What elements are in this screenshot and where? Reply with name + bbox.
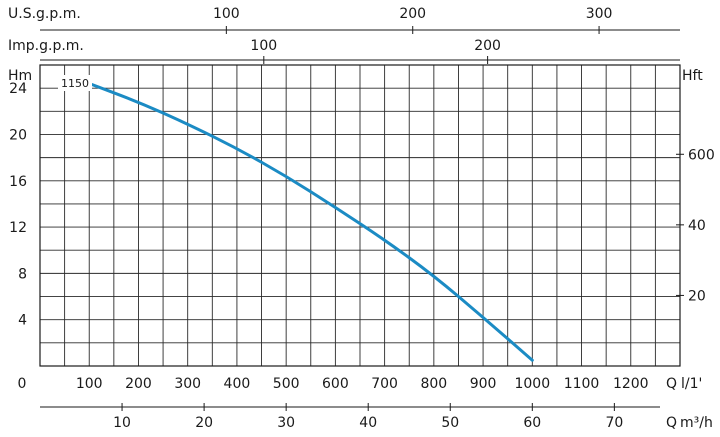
bottom-axis-tick-label: 40: [359, 415, 377, 431]
axes: [40, 26, 684, 411]
top-axis-tick-label: 200: [474, 38, 501, 54]
bottom-axis-label: Q: [666, 415, 677, 431]
y-right-tick-label: 40: [688, 218, 706, 234]
top-axis-tick-label: 200: [399, 6, 426, 22]
bottom-axis-tick-label: 10: [113, 415, 131, 431]
x-tick-label: 400: [224, 376, 251, 392]
y-right-tick-label: 600: [688, 147, 715, 163]
y-tick-label: 8: [18, 266, 27, 282]
y-axis-label-right: Hft: [682, 68, 703, 84]
top-axis-tick-label: 100: [250, 38, 277, 54]
y-axis-label-left: Hm: [8, 68, 32, 84]
top-axis-label: Imp.g.p.m.: [8, 38, 84, 54]
x-tick-label: 600: [322, 376, 349, 392]
x-tick-label: 100: [76, 376, 103, 392]
top-axis-label: U.S.g.p.m.: [8, 6, 81, 22]
bottom-axis-tick-label: 70: [605, 415, 623, 431]
y-tick-label: 16: [9, 174, 27, 190]
bottom-axis-tick-label: 60: [523, 415, 541, 431]
bottom-axis-unit: m³/h: [680, 415, 713, 431]
x-tick-label: 800: [420, 376, 447, 392]
x-tick-label: 900: [470, 376, 497, 392]
y-tick-label: 12: [9, 220, 27, 236]
x-tick-label: 500: [273, 376, 300, 392]
x-tick-label: 300: [174, 376, 201, 392]
y-right-tick-label: 20: [688, 288, 706, 304]
x-tick-label: 1100: [564, 376, 600, 392]
bottom-axis-tick-label: 50: [441, 415, 459, 431]
x-axis-unit: l/1': [681, 376, 702, 392]
x-tick-label: 1000: [514, 376, 550, 392]
x-tick-label: 0: [18, 376, 27, 392]
x-axis-label: Q: [666, 376, 677, 392]
x-tick-label: 1200: [613, 376, 649, 392]
top-axis-tick-label: 100: [213, 6, 240, 22]
bottom-axis-tick-label: 20: [195, 415, 213, 431]
top-axis-tick-label: 300: [586, 6, 613, 22]
curve-label: 1150: [61, 77, 89, 90]
x-tick-label: 700: [371, 376, 398, 392]
bottom-axis-tick-label: 30: [277, 415, 295, 431]
y-tick-label: 4: [18, 313, 27, 329]
x-tick-label: 200: [125, 376, 152, 392]
y-tick-label: 20: [9, 127, 27, 143]
grid: [40, 65, 680, 366]
